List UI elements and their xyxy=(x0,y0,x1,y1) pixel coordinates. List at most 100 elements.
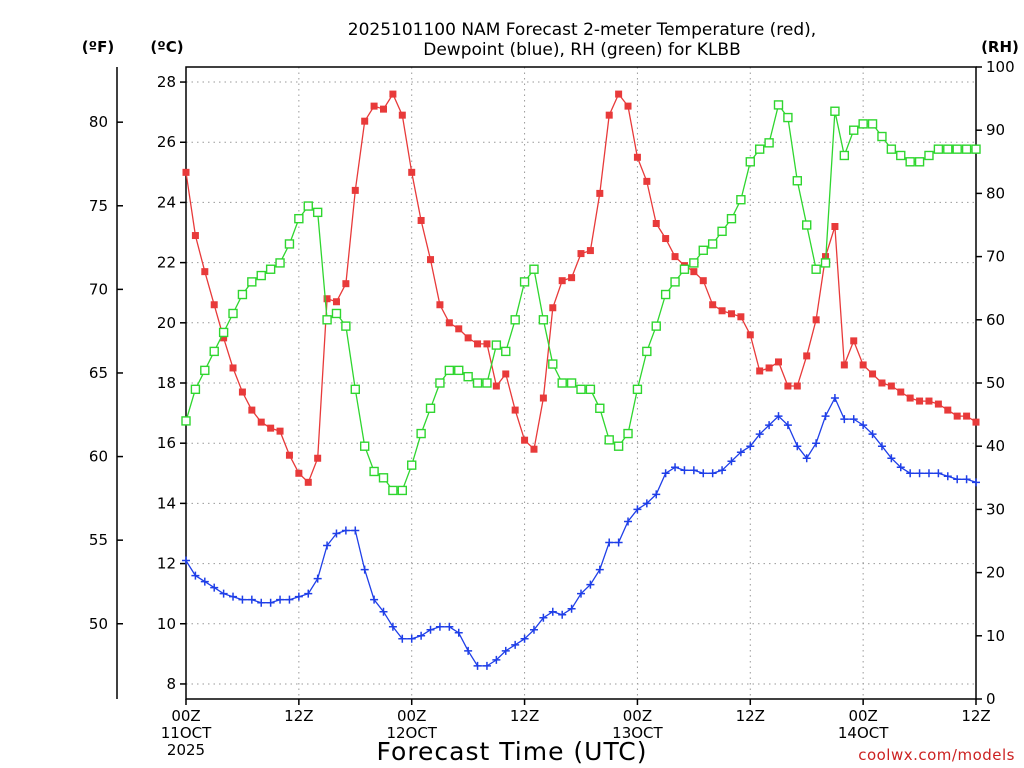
rh-point xyxy=(491,340,502,350)
rh-tick-label: 60 xyxy=(986,311,1005,329)
time-tick-label: 13OCT xyxy=(612,724,663,742)
rh-point xyxy=(407,460,417,470)
rh-tick-label: 10 xyxy=(986,627,1005,645)
dewpoint-point xyxy=(426,625,435,634)
dewpoint-point xyxy=(915,469,924,478)
rh-point xyxy=(792,176,803,186)
temperature-point xyxy=(953,412,961,420)
dewpoint-point xyxy=(962,475,971,484)
temperature-point xyxy=(558,277,566,285)
temperature-point xyxy=(549,304,557,312)
rh-line xyxy=(185,103,976,492)
rh-point xyxy=(924,150,934,161)
dewpoint-point xyxy=(972,478,980,487)
dewpoint-point xyxy=(229,592,238,601)
time-tick-label: 00Z xyxy=(397,707,426,725)
temperature-point xyxy=(351,186,359,194)
fahrenheit-tick-label: 60 xyxy=(89,448,108,466)
time-tick-label: 2025 xyxy=(167,741,205,759)
temperature-point xyxy=(417,216,425,224)
dewpoint-point xyxy=(699,469,708,478)
rh-point xyxy=(463,371,473,382)
rh-point xyxy=(501,346,511,357)
rh-tick-label: 30 xyxy=(986,500,1005,518)
celsius-tick-label: 10 xyxy=(157,615,176,633)
rh-point xyxy=(256,270,266,281)
rh-point xyxy=(529,264,539,274)
temperature-point xyxy=(248,406,256,414)
temperature-point xyxy=(765,364,773,372)
dewpoint-point xyxy=(906,469,915,478)
rh-axis-unit: (RH) xyxy=(981,38,1019,56)
dewpoint-point xyxy=(266,598,275,607)
rh-point xyxy=(754,144,765,154)
rh-point xyxy=(218,327,229,338)
rh-point xyxy=(830,106,840,116)
rh-point xyxy=(416,428,426,439)
rh-series xyxy=(181,100,981,496)
time-tick-label: 12Z xyxy=(284,707,313,725)
temperature-point xyxy=(878,379,886,387)
rh-point xyxy=(548,359,558,369)
temperature-point xyxy=(295,469,303,477)
rh-point xyxy=(886,144,897,154)
temperature-point xyxy=(859,361,867,369)
dewpoint-point xyxy=(755,430,764,439)
temperature-point xyxy=(398,111,406,119)
temperature-point xyxy=(727,310,735,318)
dewpoint-point xyxy=(577,589,585,598)
rh-point xyxy=(914,157,925,167)
dewpoint-point xyxy=(379,607,388,616)
time-tick-label: 14OCT xyxy=(838,724,889,742)
dewpoint-point xyxy=(605,538,614,547)
dewpoint-point xyxy=(370,595,379,604)
dewpoint-point xyxy=(445,622,454,631)
temperature-point xyxy=(210,301,218,309)
temperature-point xyxy=(934,400,942,408)
dewpoint-point xyxy=(849,415,858,424)
time-tick-label: 12Z xyxy=(510,707,539,725)
rh-tick-label: 100 xyxy=(986,58,1015,76)
rh-point xyxy=(388,485,398,496)
chart-title: 2025101100 NAM Forecast 2-meter Temperat… xyxy=(348,20,816,60)
rh-point xyxy=(736,195,746,205)
rh-point xyxy=(811,264,821,274)
dewpoint-point xyxy=(934,469,943,478)
dewpoint-point xyxy=(304,589,313,598)
rh-point xyxy=(642,346,652,357)
rh-point xyxy=(877,131,887,142)
rh-tick-label: 90 xyxy=(986,121,1005,139)
rh-tick-label: 40 xyxy=(986,437,1005,455)
rh-point xyxy=(623,428,633,439)
rh-tick-label: 20 xyxy=(986,564,1005,582)
rh-point xyxy=(247,277,257,287)
temperature-point xyxy=(615,90,623,98)
temperature-point xyxy=(257,418,265,426)
dewpoint-point xyxy=(219,589,228,598)
temperature-point xyxy=(455,325,463,333)
dewpoint-point xyxy=(671,463,680,472)
dewpoint-point xyxy=(473,661,482,670)
dewpoint-point xyxy=(407,634,416,643)
rh-point xyxy=(698,245,708,255)
dewpoint-point xyxy=(257,598,266,607)
temperature-point xyxy=(220,334,228,342)
rh-point xyxy=(961,144,972,154)
temperature-point xyxy=(332,298,340,306)
rh-point xyxy=(726,213,737,224)
rh-point xyxy=(943,144,953,154)
rh-point xyxy=(717,226,727,237)
dewpoint-point xyxy=(821,412,830,421)
temperature-point xyxy=(182,168,190,176)
temperature-point xyxy=(323,295,331,303)
rh-point xyxy=(707,239,718,249)
chart-title-line-1: 2025101100 NAM Forecast 2-meter Temperat… xyxy=(348,20,816,40)
dewpoint-point xyxy=(398,634,407,643)
temperature-point xyxy=(380,105,387,113)
temperature-point xyxy=(756,367,764,375)
dewpoint-series xyxy=(182,394,980,670)
dewpoint-point xyxy=(492,655,501,664)
rh-point xyxy=(566,378,577,388)
temperature-point xyxy=(869,370,877,378)
